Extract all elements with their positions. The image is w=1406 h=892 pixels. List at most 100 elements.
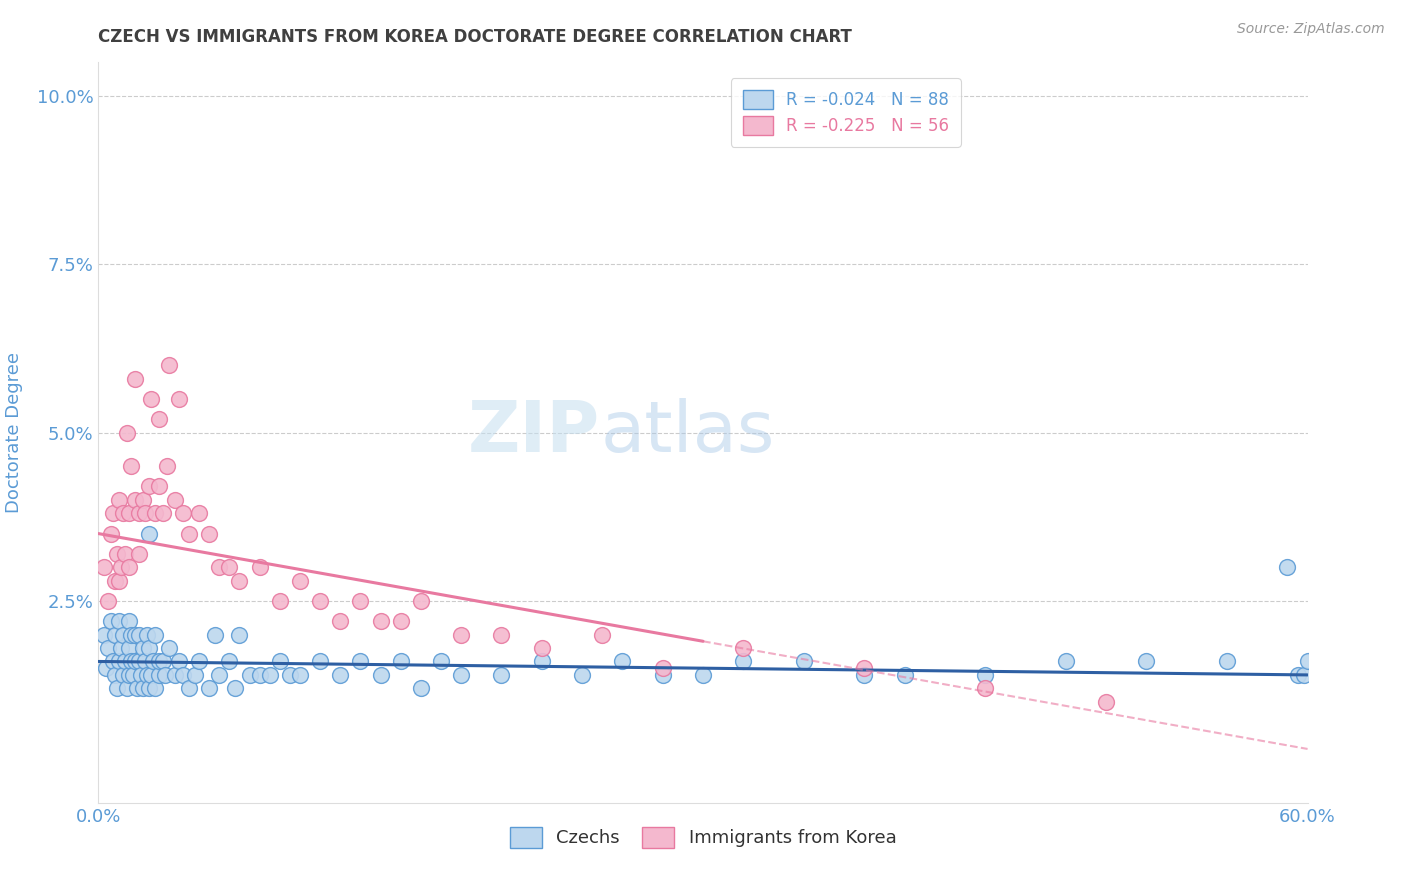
Point [132,681,155,696]
Point [179,526,201,541]
Point [733,655,755,669]
Point [139,668,162,682]
Point [288,668,311,682]
Point [349,594,371,608]
Point [163,492,186,507]
Point [97,640,120,655]
Point [118,507,141,521]
Point [143,681,166,696]
Point [349,655,371,669]
Point [148,412,170,426]
Point [114,547,136,561]
Point [228,627,250,641]
Point [491,627,513,641]
Y-axis label: Doctorate Degree: Doctorate Degree [4,352,22,513]
Point [218,560,240,574]
Point [105,681,128,696]
Point [132,640,155,655]
Point [128,507,150,521]
Point [135,627,157,641]
Text: Source: ZipAtlas.com: Source: ZipAtlas.com [1237,22,1385,37]
Point [1292,668,1315,682]
Point [125,681,148,696]
Point [118,668,141,682]
Point [591,627,613,641]
Point [530,640,553,655]
Point [329,668,352,682]
Point [249,560,271,574]
Text: atlas: atlas [600,398,775,467]
Point [269,594,291,608]
Point [128,547,150,561]
Point [114,655,136,669]
Point [157,359,180,373]
Point [389,655,412,669]
Point [93,627,115,641]
Point [138,681,160,696]
Point [110,560,132,574]
Point [93,560,115,574]
Point [309,594,332,608]
Point [139,392,162,406]
Point [491,668,513,682]
Point [110,640,132,655]
Point [167,392,190,406]
Point [389,614,412,628]
Point [120,655,142,669]
Point [143,627,166,641]
Point [138,526,160,541]
Point [135,668,157,682]
Point [128,655,150,669]
Point [100,614,122,628]
Point [152,507,174,521]
Point [571,668,593,682]
Point [1216,655,1239,669]
Point [138,640,160,655]
Point [97,594,120,608]
Point [1277,560,1299,574]
Point [107,614,129,628]
Point [329,614,352,628]
Point [249,668,271,682]
Point [409,594,432,608]
Point [121,668,143,682]
Point [269,655,291,669]
Point [288,574,311,588]
Legend: Czechs, Immigrants from Korea: Czechs, Immigrants from Korea [496,814,910,861]
Point [974,668,997,682]
Point [259,668,281,682]
Point [156,459,179,474]
Point [103,627,125,641]
Point [118,614,141,628]
Text: CZECH VS IMMIGRANTS FROM KOREA DOCTORATE DEGREE CORRELATION CHART: CZECH VS IMMIGRANTS FROM KOREA DOCTORATE… [98,28,852,45]
Point [148,655,170,669]
Point [111,627,134,641]
Point [167,655,190,669]
Point [198,681,221,696]
Point [101,655,124,669]
Point [309,655,332,669]
Point [157,640,180,655]
Point [103,574,125,588]
Point [409,681,432,696]
Point [163,668,186,682]
Point [143,507,166,521]
Point [129,668,152,682]
Point [172,507,194,521]
Point [107,655,129,669]
Point [105,547,128,561]
Point [148,668,170,682]
Point [228,574,250,588]
Point [111,668,134,682]
Point [153,668,176,682]
Point [111,507,134,521]
Point [134,507,156,521]
Point [692,668,714,682]
Point [179,681,201,696]
Point [239,668,262,682]
Point [651,661,673,675]
Point [124,627,146,641]
Point [115,425,138,440]
Point [120,627,142,641]
Point [530,655,553,669]
